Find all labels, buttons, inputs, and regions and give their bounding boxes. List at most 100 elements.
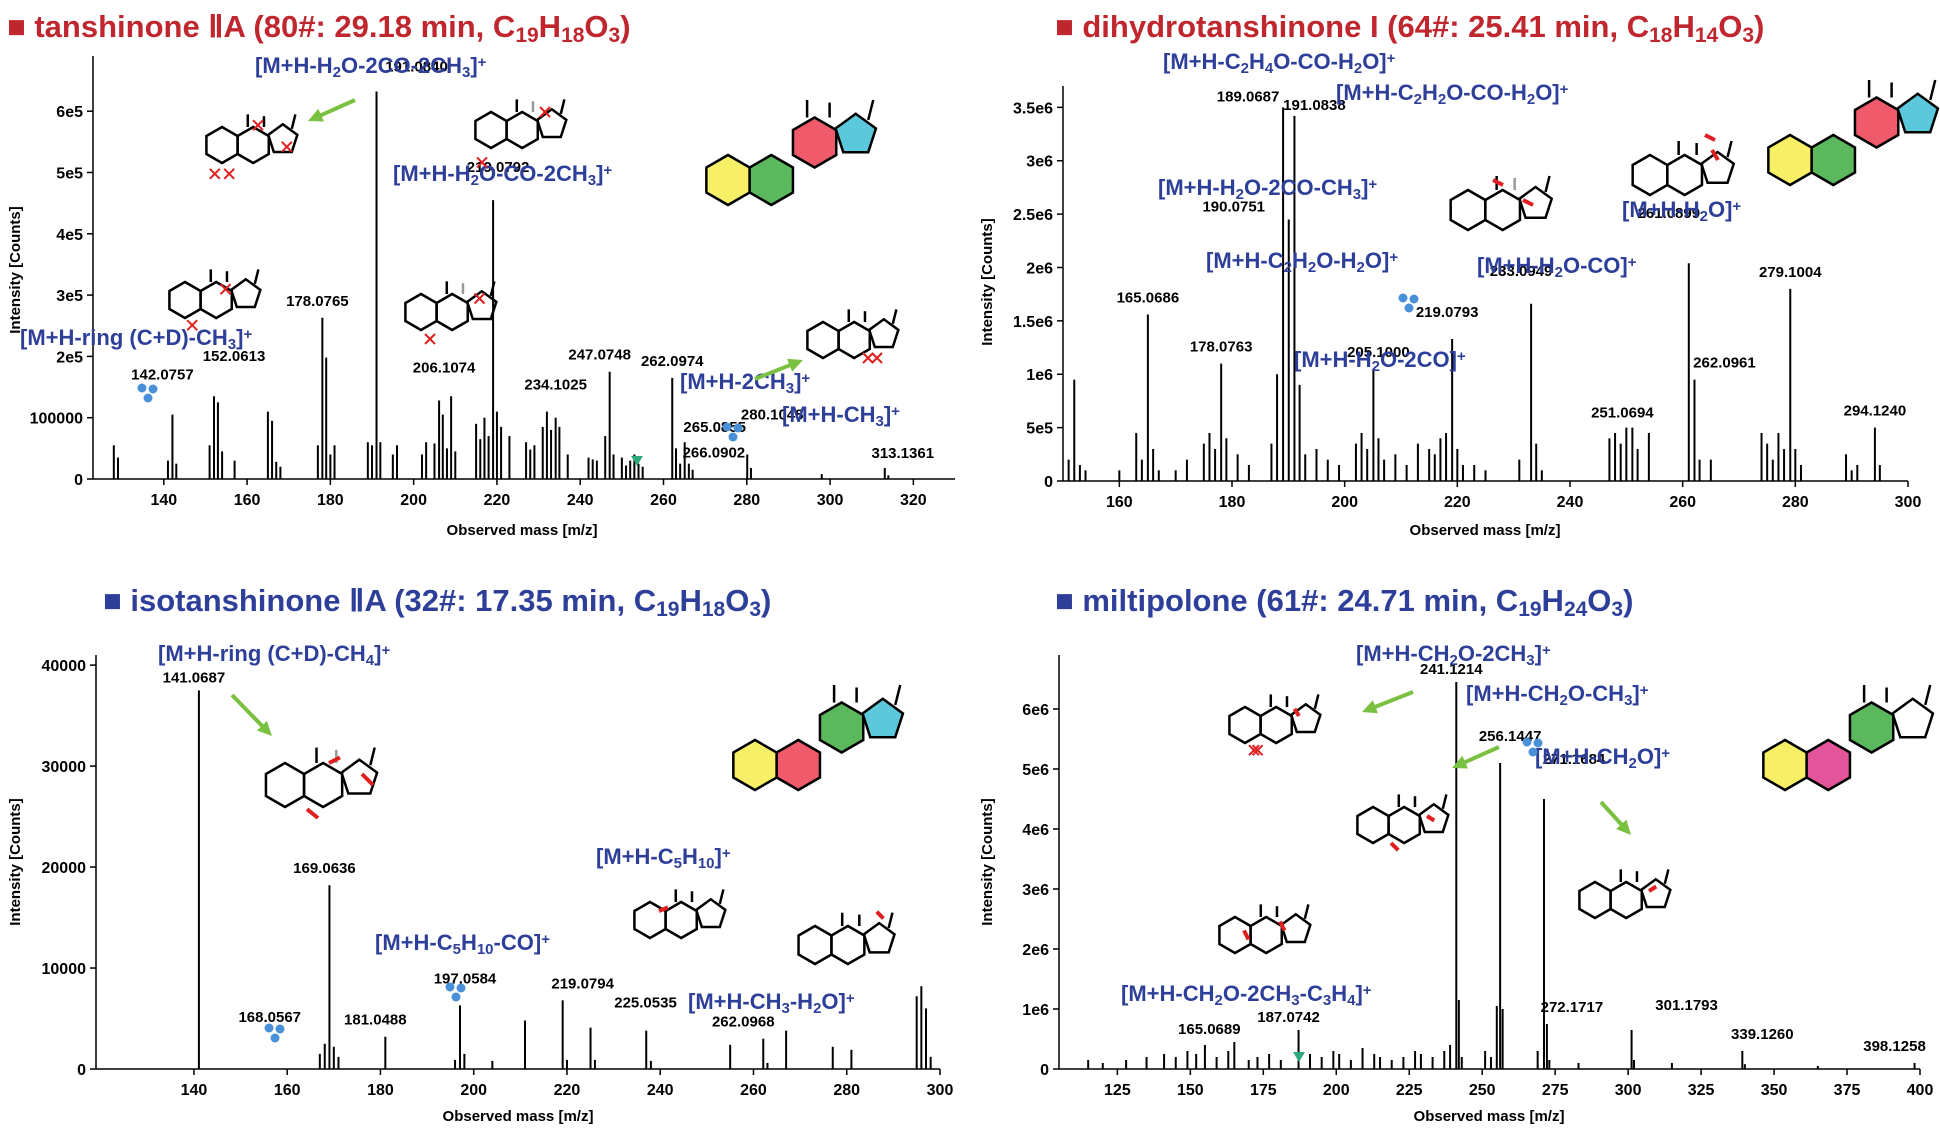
five-ring-shape (1699, 150, 1736, 185)
ring-shape (264, 761, 306, 809)
fragment-structure-icon (1767, 79, 1940, 187)
fragment-structure-icon (1218, 904, 1312, 955)
arrow (1370, 690, 1414, 711)
fragment-text-part: ] (1632, 681, 1639, 706)
x-tick-label: 150 (1177, 1082, 1204, 1099)
peak-mz-label: 197.0584 (434, 970, 497, 987)
peak-mz-label: 256.1447 (1479, 728, 1542, 745)
fragment-text-part: + (1542, 642, 1551, 659)
ring-shape (837, 320, 872, 360)
fragment-ion-label: [M+H-CH2O-2CH3-C3H4]+ (1121, 981, 1372, 1009)
y-tick-label: 1e6 (1026, 367, 1053, 384)
x-tick-label: 240 (1557, 494, 1584, 511)
panel-title: ■ dihydrotanshinone I (64#: 25.41 min, C… (1055, 9, 1764, 47)
arrow-head-icon (787, 358, 803, 372)
panel-title-part: 24 (1564, 598, 1588, 621)
five-ring-shape (340, 758, 379, 795)
fragment-text-part: [M+H-H (1477, 253, 1555, 278)
fragment-text-part: O] (821, 989, 845, 1014)
x-tick-label: 240 (647, 1082, 674, 1099)
panel-title-part: ) (1754, 9, 1764, 44)
fragment-text-part: ] (374, 641, 381, 666)
fragment-text-part: + (1389, 249, 1398, 266)
arrow-head-icon (308, 108, 324, 122)
fragment-text-part: 3 (1323, 992, 1331, 1009)
methyl-bond (894, 684, 902, 706)
triangle-marker-icon (631, 456, 643, 466)
fragment-text-part: 2 (1284, 259, 1292, 276)
peak-mz-label: 241.1214 (1420, 661, 1483, 678)
fragment-text-part: ] (1361, 175, 1368, 200)
panel-title: ■ miltipolone (61#: 24.71 min, C19H24O3) (1055, 583, 1633, 621)
x-axis-label: Observed mass [m/z] (1414, 1108, 1565, 1125)
y-tick-label: 3e6 (1026, 154, 1053, 171)
fragment-text-part: O-2CO-CH (1244, 175, 1353, 200)
fragment-text-part: 2 (471, 172, 479, 189)
fragment-structure-icon (705, 99, 878, 207)
fragment-structure-icon (732, 684, 905, 792)
fragment-text-part: 2 (1438, 91, 1446, 108)
fragment-text-part: ] (596, 161, 603, 186)
y-tick-label: 6e5 (56, 104, 83, 121)
panel-title-part: ■ (103, 583, 130, 618)
fragment-text-part: [M+H-H (255, 53, 333, 78)
x-tick-label: 260 (650, 492, 677, 509)
fragment-text-part: + (1363, 982, 1372, 999)
fragment-ion-label: [M+H-C2H4O-CO-H2O]+ (1163, 49, 1396, 77)
fragment-text-part: + (478, 54, 487, 71)
y-tick-label: 0 (74, 472, 83, 489)
arrow-head-icon (1362, 700, 1378, 714)
x-tick-label: 160 (274, 1082, 301, 1099)
cleavage-bond-mark (360, 772, 375, 787)
fragment-text-part: 2 (1241, 60, 1249, 77)
y-tick-label: 0 (1040, 1062, 1049, 1079)
fragment-text-part: [M+H-H (1158, 175, 1236, 200)
ring-shape (1449, 188, 1487, 232)
panel-title-part: ■ (1055, 9, 1082, 44)
fragment-text-part: + (891, 403, 900, 420)
fragment-text-part: ] (236, 325, 243, 350)
cleavage-bond-mark (1278, 920, 1287, 932)
fragment-text-part: 5 (674, 855, 682, 872)
panel-title-part: ) (620, 9, 630, 44)
peak-mz-label: 169.0636 (293, 860, 356, 877)
fragment-ion-label: [M+H-H2O]+ (1622, 197, 1741, 225)
fragment-text-part: + (381, 642, 390, 659)
fragment-text-part: + (603, 162, 612, 179)
ring-shape (505, 110, 540, 150)
fragment-ion-label: [M+H-C2H2O-CO-H2O]+ (1336, 80, 1569, 108)
fragment-ion-label: [M+H-H2O-2CO-2CH3]+ (255, 53, 487, 81)
peak-mz-label: 181.0488 (344, 1012, 407, 1029)
fragment-text-part: [M+H-C (1163, 49, 1241, 74)
panel-title-part: 18 (1649, 24, 1673, 47)
ring-shape (806, 320, 840, 360)
x-tick-label: 160 (1106, 494, 1133, 511)
fragment-text-part: + (1368, 176, 1377, 193)
panel-title-part: ) (1623, 583, 1633, 618)
spectrum-panel: ■ dihydrotanshinone I (64#: 25.41 min, C… (979, 9, 1921, 539)
fragment-structure-icon (205, 114, 299, 180)
y-tick-label: 6e6 (1022, 702, 1049, 719)
x-tick-label: 200 (1323, 1082, 1350, 1099)
fragment-ion-label: [M+H-C5H10]+ (596, 844, 731, 872)
cleavage-bond-mark (1704, 133, 1716, 142)
fragment-text-part: 4 (1347, 992, 1356, 1009)
fragment-text-part: 5 (453, 941, 461, 958)
x-tick-label: 250 (1469, 1082, 1496, 1099)
cleavage-bond-mark (1292, 707, 1301, 718)
ring-shape (168, 280, 202, 320)
ring-shape (1848, 701, 1895, 754)
ring-shape (404, 292, 438, 332)
x-tick-label: 280 (833, 1082, 860, 1099)
fragment-ion-label: [M+H-2CH3]+ (680, 369, 810, 397)
fragment-structure-icon (168, 269, 262, 331)
panel-title-part: O (725, 583, 749, 618)
cleavage-x-mark (871, 352, 883, 364)
x-tick-label: 200 (1331, 494, 1358, 511)
five-ring-shape (867, 317, 900, 349)
y-tick-label: 5e6 (1022, 762, 1049, 779)
x-tick-label: 200 (460, 1082, 487, 1099)
peak-mz-label: 190.0751 (1202, 198, 1265, 215)
water-droplet-icon (1398, 293, 1419, 313)
